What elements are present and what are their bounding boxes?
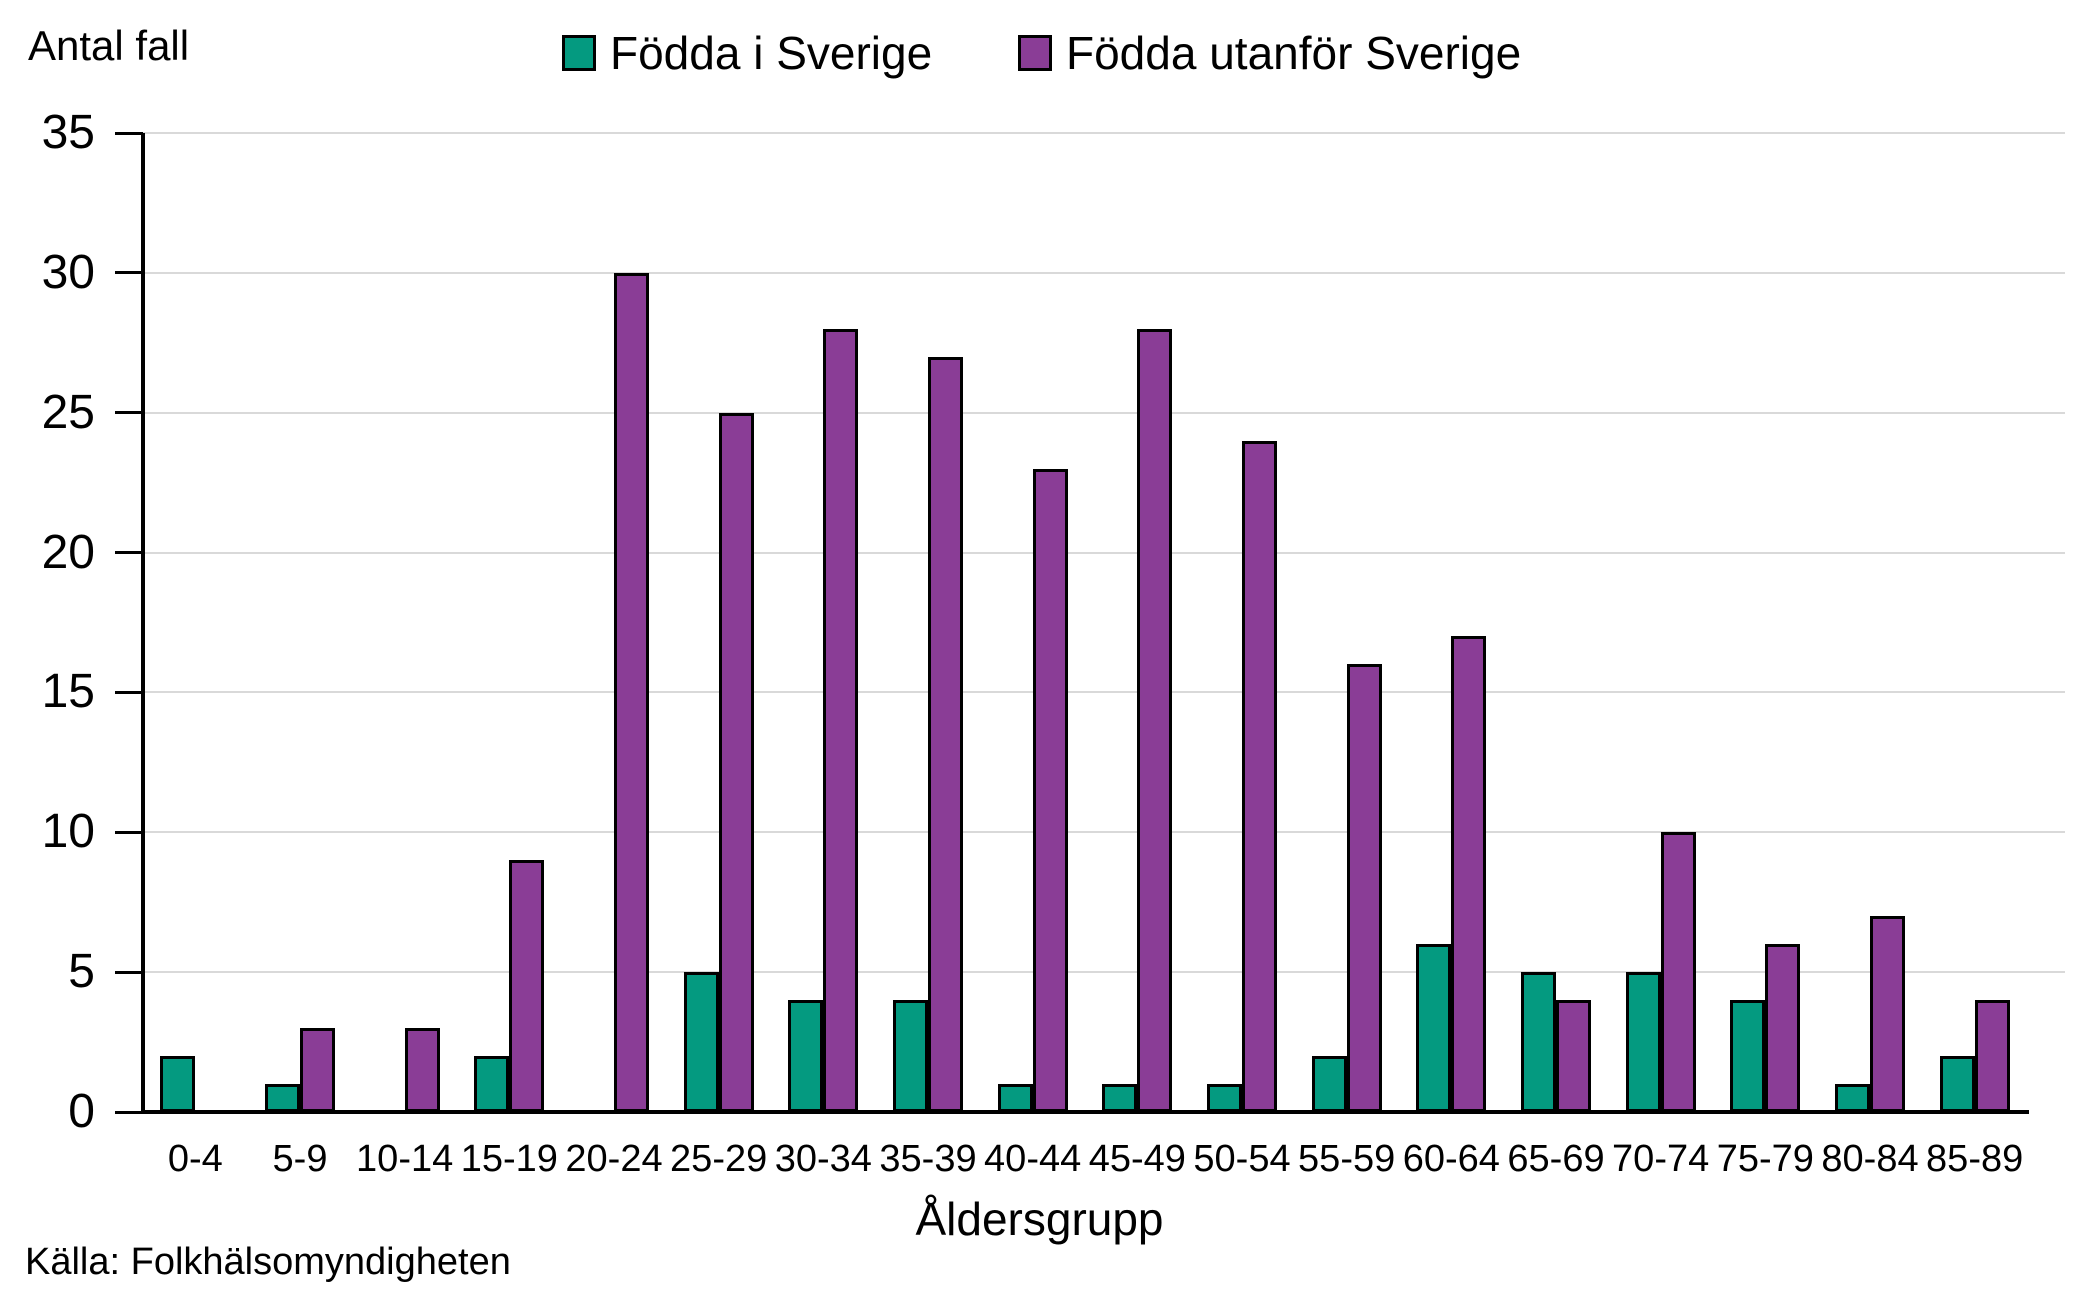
bar-purple-60-64 (1451, 636, 1487, 1112)
bar-purple-85-89 (1974, 1000, 2010, 1112)
bar-green-60-64 (1416, 944, 1452, 1112)
legend-label: Födda i Sverige (610, 27, 933, 79)
x-tick-label: 75-79 (1716, 1138, 1814, 1180)
x-tick-label: 25-29 (670, 1138, 768, 1180)
y-axis-title: Antal fall (28, 22, 190, 69)
y-tick-label: 5 (68, 945, 95, 999)
x-tick-label: 65-69 (1507, 1138, 1605, 1180)
source-text: Källa: Folkhälsomyndigheten (25, 1241, 511, 1283)
y-tick-label: 15 (41, 665, 95, 719)
bar-green-55-59 (1311, 1056, 1347, 1112)
y-axis-tick (115, 690, 143, 694)
bar-green-70-74 (1625, 972, 1661, 1112)
bar-purple-30-34 (823, 328, 859, 1112)
bar-purple-40-44 (1032, 468, 1068, 1112)
y-tick-label: 0 (68, 1085, 95, 1138)
bar-green-75-79 (1730, 1000, 1766, 1112)
bar-green-80-84 (1835, 1084, 1870, 1112)
x-tick-label: 60-64 (1402, 1138, 1500, 1180)
bar-purple-20-24 (614, 272, 649, 1112)
x-tick-label: 70-74 (1612, 1138, 1710, 1180)
y-axis-tick (115, 970, 143, 974)
x-tick-label: 40-44 (984, 1138, 1082, 1180)
x-tick-label: 20-24 (565, 1138, 663, 1180)
x-tick-label: 5-9 (272, 1138, 328, 1180)
y-axis-tick (115, 830, 143, 834)
bar-purple-10-14 (404, 1028, 440, 1112)
bar-green-35-39 (893, 1000, 928, 1112)
x-tick-label: 80-84 (1821, 1138, 1919, 1180)
bar-purple-70-74 (1660, 832, 1696, 1112)
y-tick-label: 30 (41, 245, 95, 299)
y-tick-label: 20 (41, 525, 95, 579)
bar-purple-75-79 (1765, 944, 1801, 1112)
legend-label: Födda utanför Sverige (1066, 27, 1522, 79)
bar-green-15-19 (474, 1056, 510, 1112)
bar-green-65-69 (1521, 972, 1556, 1112)
bar-purple-50-54 (1242, 440, 1277, 1112)
x-tick-label: 0-4 (167, 1138, 223, 1180)
x-tick-label: 85-89 (1926, 1138, 2024, 1180)
gridline (143, 411, 2065, 414)
x-tick-label: 50-54 (1193, 1138, 1291, 1180)
bar-green-0-4 (160, 1056, 196, 1112)
y-axis-tick (115, 271, 143, 275)
legend-swatch-green (562, 35, 596, 71)
x-tick-label: 55-59 (1298, 1138, 1396, 1180)
gridline (143, 132, 2065, 134)
x-axis-line (141, 1110, 2029, 1114)
bar-green-50-54 (1207, 1084, 1242, 1112)
y-tick-label: 10 (41, 805, 95, 859)
legend-item-fodda-utanfor-sverige: Födda utanför Sverige (1018, 30, 1521, 76)
gridline (143, 271, 2065, 274)
x-tick-label: 35-39 (879, 1138, 977, 1180)
bar-green-5-9 (265, 1084, 300, 1112)
y-axis-line (141, 133, 145, 1114)
bar-purple-25-29 (718, 412, 754, 1112)
y-axis-tick (115, 411, 143, 415)
bar-green-85-89 (1939, 1056, 1975, 1112)
legend-swatch-purple (1018, 35, 1052, 71)
bar-purple-45-49 (1137, 328, 1173, 1112)
x-tick-label: 45-49 (1088, 1138, 1186, 1180)
y-axis-tick (115, 1110, 143, 1114)
legend-item-fodda-i-sverige: Födda i Sverige (562, 30, 932, 76)
gridline (143, 971, 2065, 974)
bar-purple-15-19 (509, 860, 545, 1112)
bar-purple-55-59 (1346, 664, 1382, 1112)
x-tick-label: 30-34 (774, 1138, 872, 1180)
x-tick-label: 15-19 (460, 1138, 558, 1180)
bar-purple-35-39 (928, 356, 963, 1112)
bar-green-30-34 (788, 1000, 824, 1112)
bar-green-45-49 (1102, 1084, 1138, 1112)
y-tick-label: 35 (41, 106, 95, 159)
gridline (143, 551, 2065, 554)
x-axis-title: Åldersgrupp (915, 1193, 1164, 1245)
bar-green-25-29 (683, 972, 719, 1112)
bar-purple-5-9 (300, 1028, 335, 1112)
gridline (143, 691, 2065, 694)
y-tick-label: 25 (41, 385, 95, 439)
bar-purple-65-69 (1556, 1000, 1591, 1112)
bar-green-40-44 (997, 1084, 1033, 1112)
y-axis-tick (115, 551, 143, 555)
bar-purple-80-84 (1870, 916, 1905, 1112)
x-tick-label: 10-14 (356, 1138, 454, 1180)
gridline (143, 831, 2065, 834)
y-axis-tick (115, 131, 143, 135)
